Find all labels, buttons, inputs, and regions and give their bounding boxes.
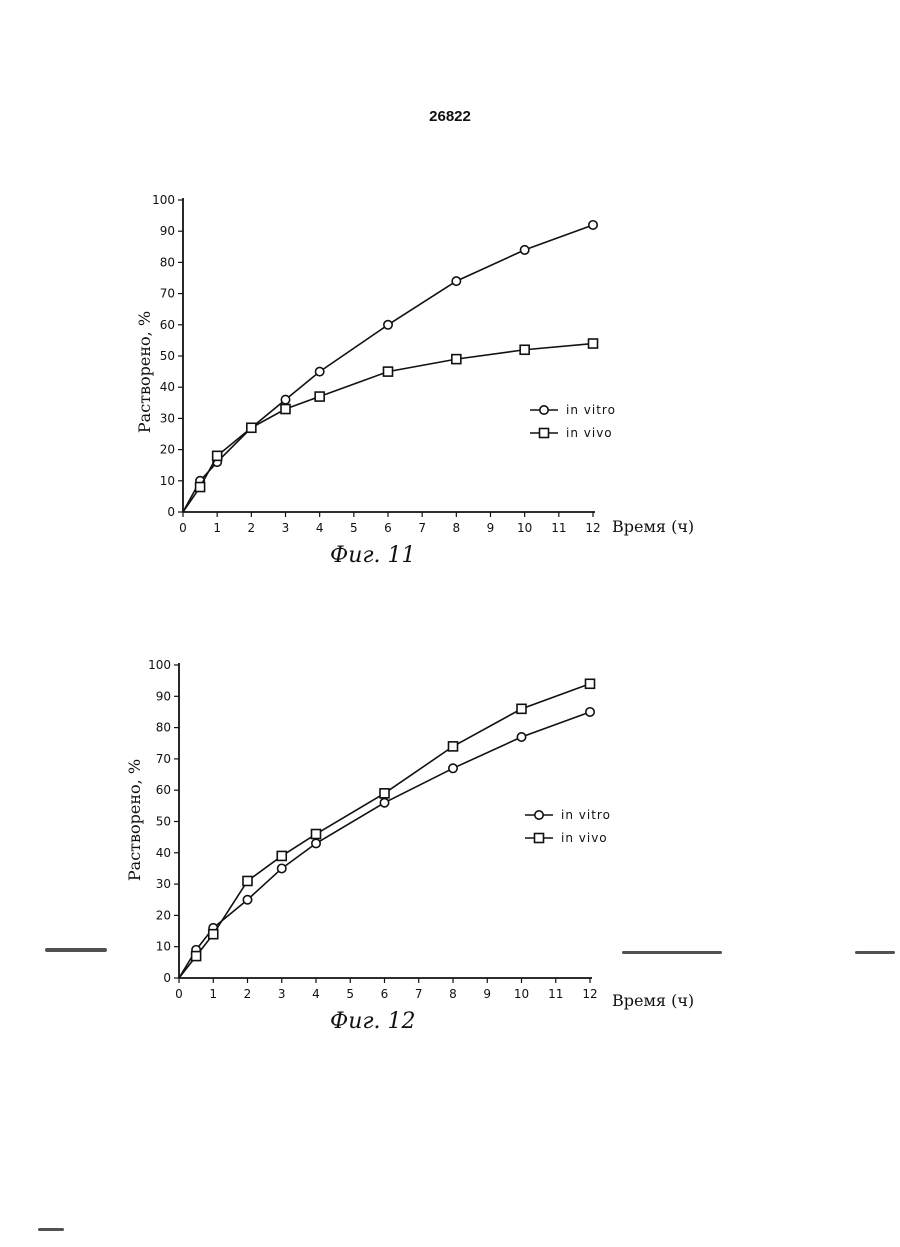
series-line-circle: [179, 712, 590, 978]
legend-circle-marker: [535, 811, 543, 819]
y-tick-label: 10: [156, 940, 171, 954]
data-point-in-vivo: [312, 830, 321, 839]
y-tick-label: 0: [163, 971, 171, 985]
data-point-in-vivo: [192, 952, 201, 961]
y-tick-label: 50: [156, 815, 171, 829]
x-tick-label: 7: [415, 987, 423, 1001]
legend-square-marker: [535, 834, 544, 843]
legend-label: in vitro: [561, 808, 611, 822]
x-tick-label: 1: [209, 987, 217, 1001]
data-point-in-vivo: [243, 876, 252, 885]
x-tick-label: 2: [244, 987, 252, 1001]
data-point-in-vivo: [209, 930, 218, 939]
x-axis-label: Время (ч): [612, 991, 694, 1010]
data-point-in-vitro: [449, 764, 457, 772]
y-tick-label: 90: [156, 689, 171, 703]
data-point-in-vivo: [449, 742, 458, 751]
scan-streak: [622, 951, 722, 954]
legend-label: in vivo: [561, 831, 608, 845]
data-point-in-vitro: [243, 896, 251, 904]
y-axis-label: Растворено, %: [125, 759, 144, 881]
x-tick-label: 6: [381, 987, 389, 1001]
data-point-in-vitro: [586, 708, 594, 716]
figure-caption: Фиг. 12: [330, 1009, 416, 1034]
y-tick-label: 60: [156, 783, 171, 797]
x-tick-label: 12: [582, 987, 597, 1001]
x-tick-label: 3: [278, 987, 286, 1001]
scan-streak: [855, 951, 895, 954]
x-tick-label: 9: [483, 987, 491, 1001]
data-point-in-vitro: [312, 839, 320, 847]
scan-streak: [45, 948, 107, 952]
y-tick-label: 80: [156, 721, 171, 735]
data-point-in-vitro: [278, 864, 286, 872]
x-tick-label: 5: [346, 987, 354, 1001]
x-tick-label: 8: [449, 987, 457, 1001]
data-point-in-vivo: [586, 679, 595, 688]
y-tick-label: 70: [156, 752, 171, 766]
data-point-in-vitro: [380, 799, 388, 807]
x-tick-label: 4: [312, 987, 320, 1001]
x-tick-label: 10: [514, 987, 529, 1001]
data-point-in-vivo: [517, 704, 526, 713]
y-tick-label: 40: [156, 846, 171, 860]
x-tick-label: 11: [548, 987, 563, 1001]
y-tick-label: 30: [156, 877, 171, 891]
series-line-square: [179, 684, 590, 978]
data-point-in-vivo: [380, 789, 389, 798]
y-tick-label: 100: [148, 658, 171, 672]
y-tick-label: 20: [156, 908, 171, 922]
scan-streak: [38, 1228, 64, 1231]
x-tick-label: 0: [175, 987, 183, 1001]
data-point-in-vitro: [517, 733, 525, 741]
data-point-in-vivo: [277, 851, 286, 860]
